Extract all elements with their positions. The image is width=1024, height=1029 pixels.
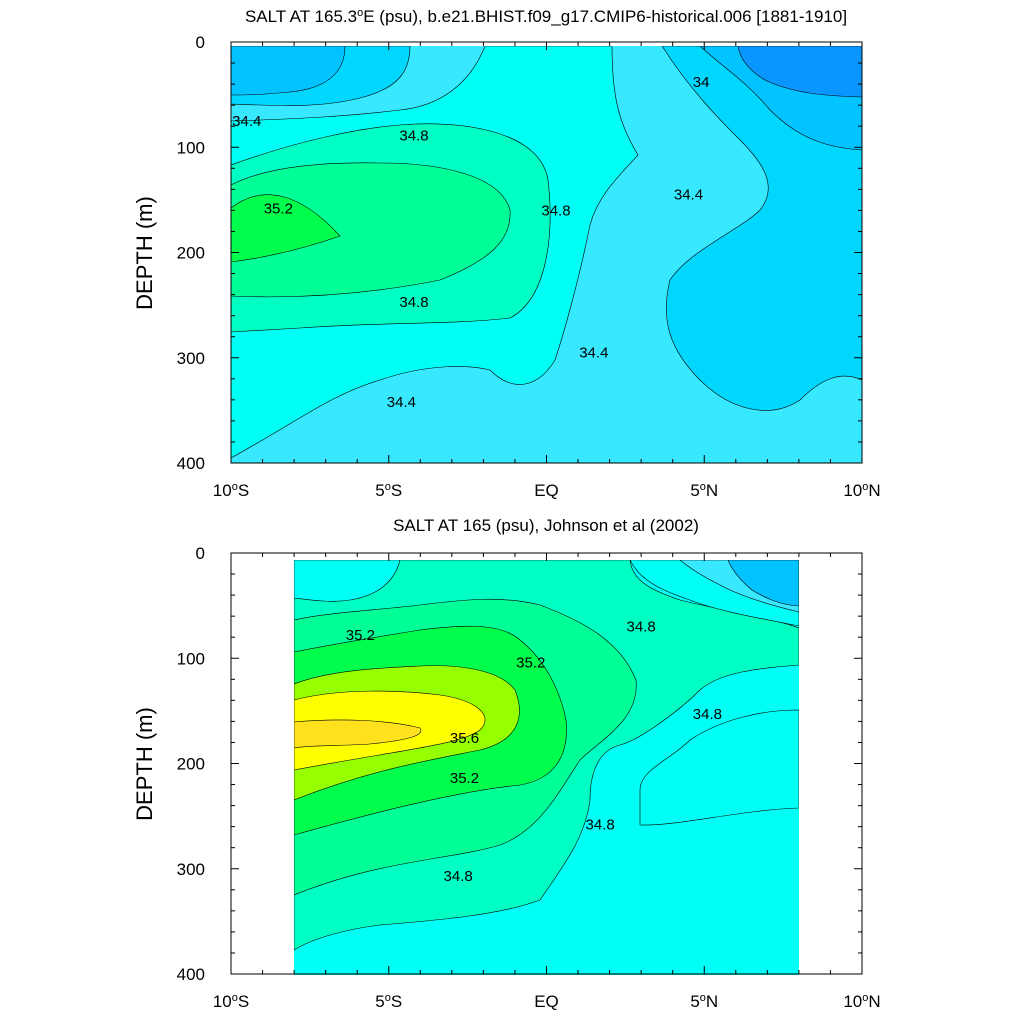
contour-label: 34.8: [399, 294, 428, 311]
y-axis-label: DEPTH (m): [132, 707, 157, 821]
y-tick-label: 100: [177, 649, 205, 668]
y-tick-label: 100: [177, 138, 205, 157]
axis-ticks: 0 100 200 300 400 10oS 5oS EQ 5oN 10oN: [177, 544, 881, 1011]
fill-35.8: [294, 719, 422, 749]
x-tick-label: 10oN: [843, 992, 880, 1011]
y-tick-label: 300: [177, 349, 205, 368]
fill-33.8-east: [737, 46, 862, 98]
contour-label: 35.6: [450, 730, 479, 747]
contour-fills: [231, 46, 862, 463]
y-tick-label: 400: [177, 454, 205, 473]
contour-labels: 34.4 34.8 35.2 34.8 34.8 34.4 34.4 34 34.4: [232, 74, 709, 411]
contour-labels: 35.2 35.2 35.6 35.2 34.8 34.8 34.8 34.8: [346, 619, 722, 885]
x-tick-label: 10oS: [213, 481, 249, 500]
contour-label: 35.2: [264, 200, 293, 217]
panel-top: 0 100 200 300 400 10oS 5oS EQ 5oN 10oN 34.4 34.8 35…: [132, 7, 881, 500]
y-tick-label: 0: [196, 544, 205, 563]
contour-label: 34.8: [541, 202, 570, 219]
contour-label: 34.4: [674, 187, 703, 204]
contour-label: 34.4: [387, 394, 416, 411]
contour-label: 35.2: [516, 654, 545, 671]
x-tick-label: 5oS: [375, 481, 402, 500]
y-tick-label: 200: [177, 244, 205, 263]
fill-34.2-ne: [727, 560, 799, 607]
contour-label: 35.2: [450, 770, 479, 787]
contour-fills: [294, 560, 799, 975]
contour-label: 34.4: [232, 113, 261, 130]
fill-34.6-inner: [639, 709, 799, 826]
x-tick-label: 10oN: [843, 481, 880, 500]
x-tick-label: EQ: [534, 992, 559, 1011]
contour-label: 34.8: [627, 619, 656, 636]
x-tick-label: 5oN: [690, 481, 718, 500]
contour-label: 34.4: [579, 344, 608, 361]
chart-title: SALT AT 165.3oE (psu), b.e21.BHIST.f09_g…: [245, 7, 847, 26]
x-tick-label: EQ: [534, 481, 559, 500]
contour-label: 34.8: [586, 817, 615, 834]
x-tick-label: 10oS: [213, 992, 249, 1011]
y-tick-label: 300: [177, 860, 205, 879]
y-tick-label: 0: [196, 33, 205, 52]
axis-ticks: 0 100 200 300 400 10oS 5oS EQ 5oN 10oN: [177, 33, 881, 500]
y-tick-label: 200: [177, 755, 205, 774]
contour-label: 34.8: [444, 868, 473, 885]
fill-34.0-west-core: [231, 46, 346, 96]
fill-35.0: [231, 162, 511, 298]
contour-label: 34.8: [399, 128, 428, 145]
contour-label: 35.2: [346, 627, 375, 644]
x-tick-label: 5oS: [375, 992, 402, 1011]
chart-title: SALT AT 165 (psu), Johnson et al (2002): [393, 516, 699, 535]
y-axis-label: DEPTH (m): [132, 196, 157, 310]
x-tick-label: 5oN: [690, 992, 718, 1011]
fill-34.6-nw: [294, 560, 401, 602]
fill-35.2: [231, 194, 341, 263]
contour-label: 34: [693, 74, 710, 91]
y-tick-label: 400: [177, 965, 205, 984]
contour-label: 34.8: [693, 706, 722, 723]
